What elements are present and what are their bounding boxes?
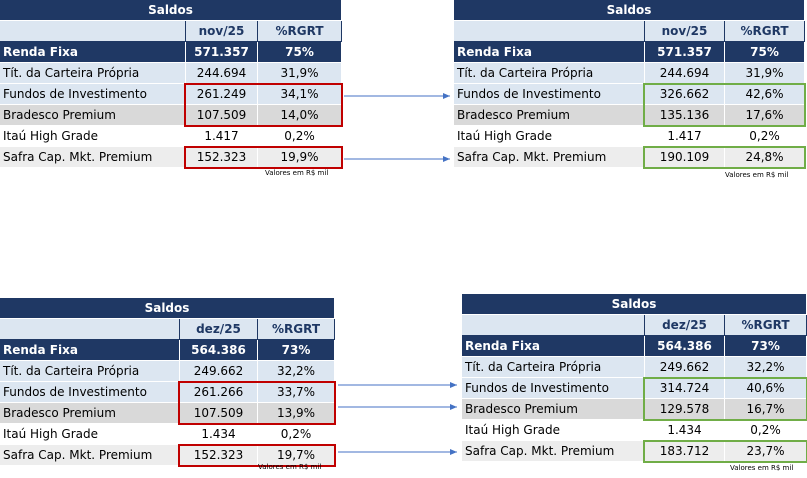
row-label: Fundos de Investimento <box>454 84 645 105</box>
row-pct: 24,8% <box>725 147 805 168</box>
row-value: 326.662 <box>645 84 725 105</box>
header-cell: nov/25 <box>186 21 258 42</box>
row-value: 564.386 <box>645 336 725 357</box>
highlight-box <box>178 444 336 467</box>
table-note: Valores em R$ mil <box>730 464 794 472</box>
highlight-box <box>184 146 343 169</box>
row-pct: 14,0% <box>258 105 342 126</box>
row-pct: 13,9% <box>258 403 335 424</box>
row-label: Bradesco Premium <box>0 105 186 126</box>
row-label: Fundos de Investimento <box>0 84 186 105</box>
row-value: 244.694 <box>645 63 725 84</box>
row-pct: 32,2% <box>258 361 335 382</box>
row-pct: 34,1% <box>258 84 342 105</box>
row-label: Itaú High Grade <box>0 126 186 147</box>
row-label: Safra Cap. Mkt. Premium <box>0 445 180 466</box>
row-pct: 0,2% <box>258 126 342 147</box>
row-value: 190.109 <box>645 147 725 168</box>
header-cell: %RGRT <box>258 21 342 42</box>
header-cell: %RGRT <box>725 21 805 42</box>
row-value: 249.662 <box>645 357 725 378</box>
highlight-box <box>178 381 336 425</box>
row-value: 129.578 <box>645 399 725 420</box>
header-cell: %RGRT <box>725 315 807 336</box>
row-value: 261.249 <box>186 84 258 105</box>
row-pct: 32,2% <box>725 357 807 378</box>
row-label: Renda Fixa <box>462 336 645 357</box>
header-cell <box>0 21 186 42</box>
row-label: Bradesco Premium <box>462 399 645 420</box>
row-label: Fundos de Investimento <box>0 382 180 403</box>
row-pct: 31,9% <box>258 63 342 84</box>
row-pct: 75% <box>258 42 342 63</box>
row-pct: 0,2% <box>725 420 807 441</box>
row-pct: 0,2% <box>258 424 335 445</box>
row-pct: 75% <box>725 42 805 63</box>
row-value: 183.712 <box>645 441 725 462</box>
header-cell <box>454 21 645 42</box>
row-value: 571.357 <box>645 42 725 63</box>
row-pct: 33,7% <box>258 382 335 403</box>
row-label: Safra Cap. Mkt. Premium <box>462 441 645 462</box>
table-title: Saldos <box>0 298 335 319</box>
row-label: Itaú High Grade <box>454 126 645 147</box>
table-note: Valores em R$ mil <box>258 463 322 471</box>
row-pct: 73% <box>725 336 807 357</box>
highlight-box <box>184 83 343 127</box>
row-pct: 19,7% <box>258 445 335 466</box>
row-value: 107.509 <box>186 105 258 126</box>
row-value: 1.417 <box>645 126 725 147</box>
header-cell: dez/25 <box>645 315 725 336</box>
row-label: Bradesco Premium <box>454 105 645 126</box>
row-pct: 73% <box>258 340 335 361</box>
header-cell <box>462 315 645 336</box>
row-label: Tít. da Carteira Própria <box>0 63 186 84</box>
row-label: Itaú High Grade <box>0 424 180 445</box>
row-value: 1.434 <box>645 420 725 441</box>
row-value: 244.694 <box>186 63 258 84</box>
row-value: 1.417 <box>186 126 258 147</box>
header-cell <box>0 319 180 340</box>
row-label: Renda Fixa <box>0 42 186 63</box>
highlight-box <box>643 377 807 421</box>
row-pct: 31,9% <box>725 63 805 84</box>
highlight-box <box>643 83 806 127</box>
row-label: Renda Fixa <box>0 340 180 361</box>
row-value: 135.136 <box>645 105 725 126</box>
table-note: Valores em R$ mil <box>265 169 329 177</box>
row-label: Itaú High Grade <box>462 420 645 441</box>
row-label: Tít. da Carteira Própria <box>462 357 645 378</box>
table-title: Saldos <box>462 294 807 315</box>
header-cell: nov/25 <box>645 21 725 42</box>
row-label: Renda Fixa <box>454 42 645 63</box>
row-label: Bradesco Premium <box>0 403 180 424</box>
header-cell: dez/25 <box>180 319 258 340</box>
row-label: Tít. da Carteira Própria <box>454 63 645 84</box>
row-value: 249.662 <box>180 361 258 382</box>
row-label: Tít. da Carteira Própria <box>0 361 180 382</box>
row-value: 571.357 <box>186 42 258 63</box>
row-label: Safra Cap. Mkt. Premium <box>454 147 645 168</box>
row-label: Fundos de Investimento <box>462 378 645 399</box>
table-title: Saldos <box>454 0 805 21</box>
table-title: Saldos <box>0 0 342 21</box>
row-label: Safra Cap. Mkt. Premium <box>0 147 186 168</box>
header-cell: %RGRT <box>258 319 335 340</box>
highlight-box <box>643 146 806 169</box>
table-note: Valores em R$ mil <box>725 171 789 179</box>
row-value: 314.724 <box>645 378 725 399</box>
row-value: 1.434 <box>180 424 258 445</box>
row-pct: 0,2% <box>725 126 805 147</box>
row-value: 564.386 <box>180 340 258 361</box>
row-value: 261.266 <box>180 382 258 403</box>
highlight-box <box>643 440 807 463</box>
row-pct: 42,6% <box>725 84 805 105</box>
